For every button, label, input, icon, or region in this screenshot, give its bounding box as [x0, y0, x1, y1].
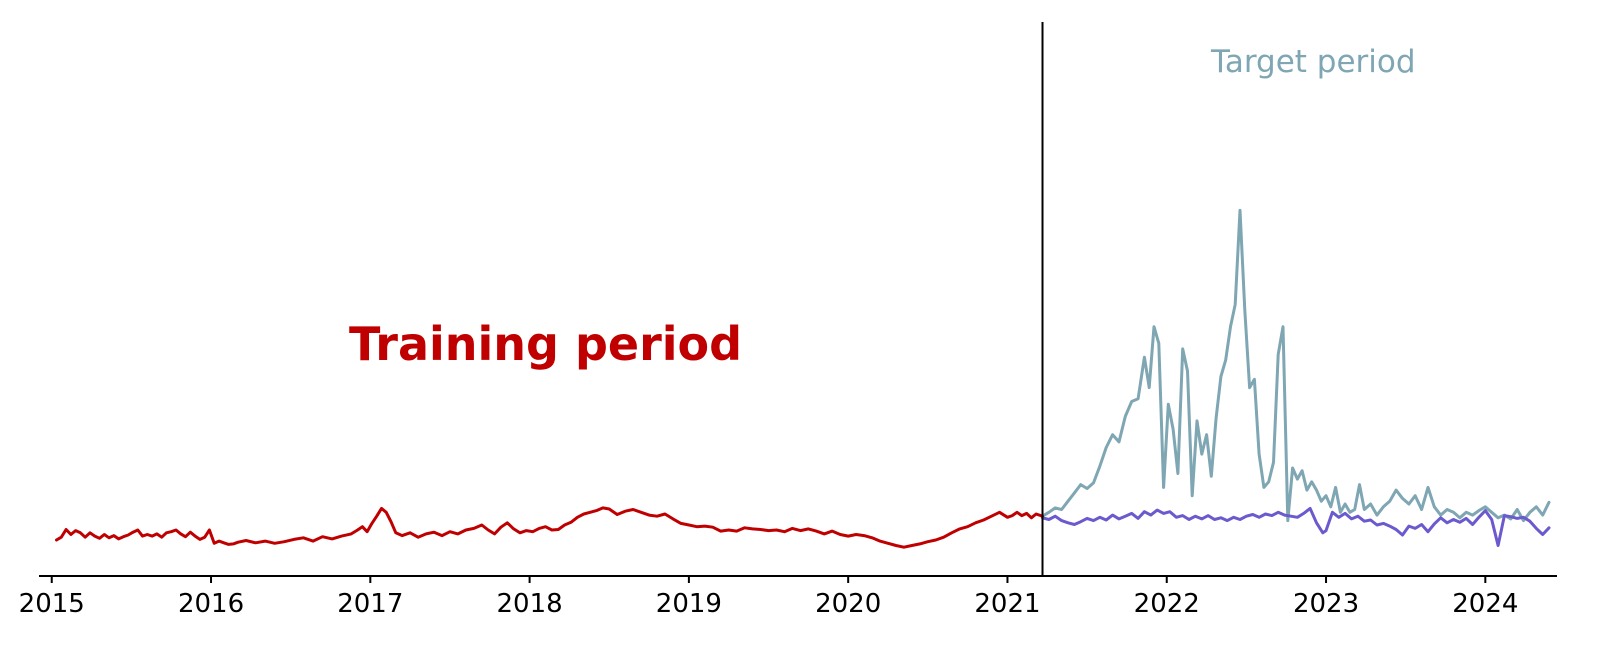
x-axis-ticks: 2015 2016 2017 2018 2019 2020 2021 2022 2023 2024: [19, 576, 1518, 619]
training-period-label: Training period: [349, 317, 742, 371]
x-tick-label: 2024: [1452, 589, 1518, 619]
x-tick-label: 2022: [1134, 589, 1200, 619]
x-tick-label: 2017: [337, 589, 403, 619]
x-tick-label: 2018: [497, 589, 563, 619]
series-line-target-actual: [1041, 208, 1551, 523]
x-tick-label: 2016: [178, 589, 244, 619]
x-tick-label: 2020: [815, 589, 881, 619]
target-period-label: Target period: [1210, 44, 1416, 80]
series-line-target-predicted: [1041, 506, 1551, 547]
x-tick-label: 2023: [1293, 589, 1359, 619]
series-line-training: [55, 506, 1044, 549]
plot-lines: [55, 208, 1551, 549]
x-tick-label: 2021: [974, 589, 1040, 619]
x-tick-label: 2019: [656, 589, 722, 619]
x-tick-label: 2015: [19, 589, 85, 619]
